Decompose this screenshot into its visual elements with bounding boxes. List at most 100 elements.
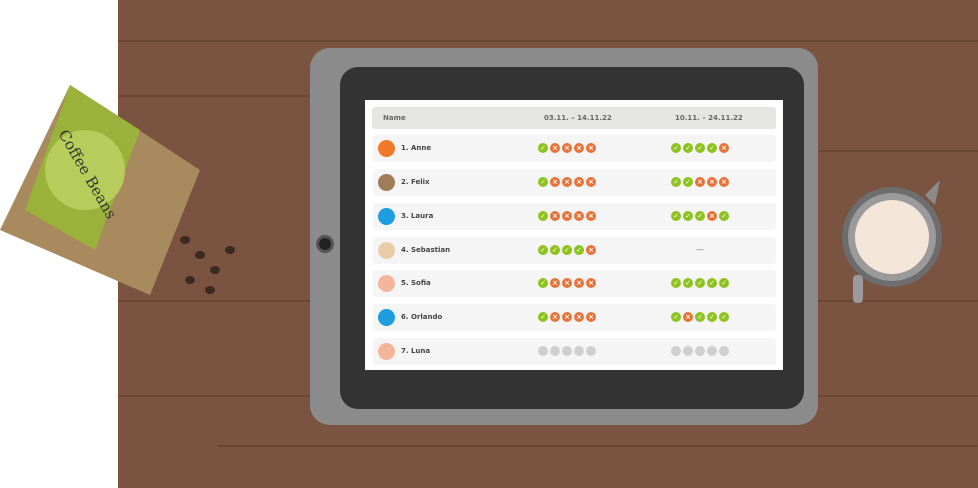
status-cells-p1: ✓ ✓ ✓ ✓ × — [538, 245, 596, 255]
check-icon: ✓ — [707, 278, 717, 288]
table-row[interactable]: 1. Anne ✓ × × × × ✓ ✓ ✓ ✓ × — [373, 135, 776, 162]
cross-icon: × — [719, 143, 729, 153]
table-row[interactable]: 2. Felix ✓ × × × × ✓ ✓ × × × — [373, 169, 776, 196]
check-icon: ✓ — [574, 245, 584, 255]
cross-icon: × — [683, 312, 693, 322]
cross-icon: × — [574, 143, 584, 153]
cross-icon: × — [707, 177, 717, 187]
pending-icon — [695, 346, 705, 356]
cross-icon: × — [574, 312, 584, 322]
cross-icon: × — [562, 312, 572, 322]
status-cells-p2: ✓ ✓ ✓ ✓ × — [671, 143, 729, 153]
cross-icon: × — [550, 143, 560, 153]
check-icon: ✓ — [671, 211, 681, 221]
pending-icon — [707, 346, 717, 356]
status-cells-p1: ✓ × × × × — [538, 177, 596, 187]
check-icon: ✓ — [538, 245, 548, 255]
status-cells-p2: ✓ ✓ ✓ × ✓ — [671, 211, 729, 221]
check-icon: ✓ — [683, 278, 693, 288]
check-icon: ✓ — [683, 143, 693, 153]
table-row[interactable]: 7. Luna — [373, 338, 776, 365]
cross-icon: × — [562, 177, 572, 187]
check-icon: ✓ — [671, 177, 681, 187]
cross-icon: × — [586, 312, 596, 322]
cross-icon: × — [550, 177, 560, 187]
pending-icon — [574, 346, 584, 356]
table-row[interactable]: 5. Sofia ✓ × × × × ✓ ✓ ✓ ✓ ✓ — [373, 270, 776, 297]
avatar-pig — [378, 343, 395, 360]
coffee-bag-illustration: Coffee Beans — [0, 85, 235, 295]
avatar-fox — [378, 140, 395, 157]
check-icon: ✓ — [695, 211, 705, 221]
header-period-2: 10.11. – 24.11.22 — [675, 114, 743, 122]
student-name: 6. Orlando — [401, 313, 443, 321]
student-name: 4. Sebastian — [401, 246, 451, 254]
cross-icon: × — [562, 143, 572, 153]
cross-icon: × — [562, 278, 572, 288]
status-cells-p2: — — [696, 245, 704, 255]
check-icon: ✓ — [538, 143, 548, 153]
check-icon: ✓ — [683, 211, 693, 221]
check-icon: ✓ — [671, 143, 681, 153]
check-icon: ✓ — [538, 312, 548, 322]
pending-icon — [538, 346, 548, 356]
header-name: Name — [383, 114, 406, 122]
tablet-home-button[interactable] — [316, 235, 334, 253]
check-icon: ✓ — [538, 177, 548, 187]
header-period-1: 03.11. – 14.11.22 — [544, 114, 612, 122]
status-cells-p1: ✓ × × × × — [538, 143, 596, 153]
check-icon: ✓ — [538, 278, 548, 288]
avatar-man — [378, 242, 395, 259]
pending-icon — [671, 346, 681, 356]
attendance-table: Name 03.11. – 14.11.22 10.11. – 24.11.22… — [365, 100, 783, 370]
student-name: 3. Laura — [401, 212, 434, 220]
check-icon: ✓ — [538, 211, 548, 221]
cross-icon: × — [586, 278, 596, 288]
student-name: 7. Luna — [401, 347, 431, 355]
status-cells-p2: ✓ ✓ ✓ ✓ ✓ — [671, 278, 729, 288]
check-icon: ✓ — [683, 177, 693, 187]
check-icon: ✓ — [707, 143, 717, 153]
check-icon: ✓ — [719, 211, 729, 221]
cross-icon: × — [574, 177, 584, 187]
student-name: 2. Felix — [401, 178, 430, 186]
pending-icon — [562, 346, 572, 356]
pending-icon — [550, 346, 560, 356]
cross-icon: × — [586, 245, 596, 255]
check-icon: ✓ — [695, 143, 705, 153]
student-name: 5. Sofia — [401, 279, 431, 287]
status-cells-p1: ✓ × × × × — [538, 312, 596, 322]
status-cells-p2 — [671, 346, 729, 356]
cross-icon: × — [695, 177, 705, 187]
status-cells-p1: ✓ × × × × — [538, 278, 596, 288]
cross-icon: × — [550, 211, 560, 221]
student-name: 1. Anne — [401, 144, 432, 152]
avatar-pig — [378, 275, 395, 292]
no-data-dash: — — [696, 245, 704, 254]
avatar-bird — [378, 309, 395, 326]
cross-icon: × — [707, 211, 717, 221]
check-icon: ✓ — [719, 312, 729, 322]
pending-icon — [719, 346, 729, 356]
status-cells-p1: ✓ × × × × — [538, 211, 596, 221]
avatar-rabbit — [378, 174, 395, 191]
status-cells-p1 — [538, 346, 596, 356]
table-row[interactable]: 4. Sebastian ✓ ✓ ✓ ✓ × — — [373, 237, 776, 264]
cross-icon: × — [574, 278, 584, 288]
pending-icon — [586, 346, 596, 356]
table-row[interactable]: 6. Orlando ✓ × × × × ✓ × ✓ ✓ ✓ — [373, 304, 776, 331]
status-cells-p2: ✓ ✓ × × × — [671, 177, 729, 187]
milk-jug-illustration — [842, 180, 942, 303]
cross-icon: × — [562, 211, 572, 221]
pending-icon — [683, 346, 693, 356]
table-row[interactable]: 3. Laura ✓ × × × × ✓ ✓ ✓ × ✓ — [373, 203, 776, 230]
check-icon: ✓ — [550, 245, 560, 255]
check-icon: ✓ — [671, 278, 681, 288]
cross-icon: × — [550, 312, 560, 322]
check-icon: ✓ — [671, 312, 681, 322]
check-icon: ✓ — [707, 312, 717, 322]
check-icon: ✓ — [562, 245, 572, 255]
cross-icon: × — [719, 177, 729, 187]
check-icon: ✓ — [695, 278, 705, 288]
table-header: Name 03.11. – 14.11.22 10.11. – 24.11.22 — [372, 107, 776, 129]
